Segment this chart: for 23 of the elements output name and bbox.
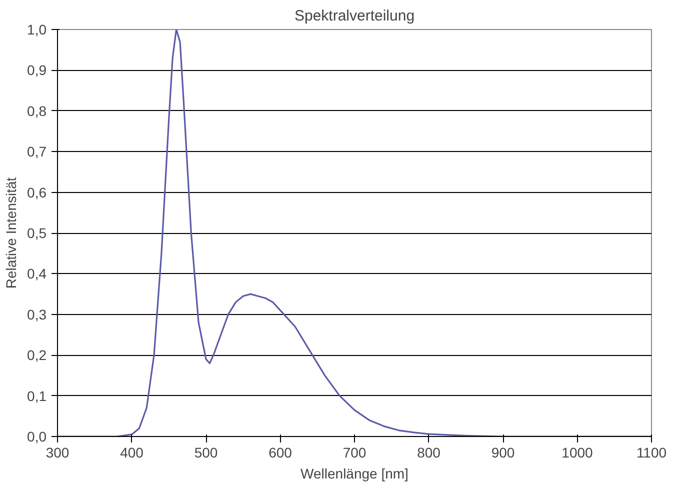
x-tick-label: 1100 [636, 444, 667, 460]
y-tick-label: 0,1 [27, 388, 47, 404]
y-tick-label: 0,3 [27, 306, 47, 322]
y-tick-label: 0,7 [27, 144, 47, 160]
x-tick-label: 1000 [562, 444, 594, 460]
y-axis-title: Relative Intensität [3, 177, 20, 289]
x-tick-label: 600 [268, 444, 292, 460]
y-tick-label: 0,8 [27, 102, 47, 119]
y-tick-label: 0,5 [27, 225, 47, 241]
y-tick-label: 0,0 [27, 428, 47, 444]
x-tick-label: 900 [491, 444, 515, 460]
x-axis-title: Wellenlänge [nm] [300, 466, 408, 482]
y-tick-label: 0,6 [27, 184, 47, 200]
x-tick-label: 700 [342, 444, 366, 460]
y-tick-label: 0,4 [27, 266, 47, 282]
x-tick-label: 300 [46, 444, 70, 460]
x-tick-label: 800 [417, 444, 441, 460]
x-tick-label: 400 [120, 444, 144, 460]
chart-title: Spektralverteilung [294, 8, 415, 24]
y-tick-label: 1,0 [27, 22, 47, 38]
y-tick-label: 0,9 [27, 62, 47, 78]
y-tick-label: 0,2 [27, 347, 47, 364]
x-tick-label: 500 [194, 444, 218, 460]
